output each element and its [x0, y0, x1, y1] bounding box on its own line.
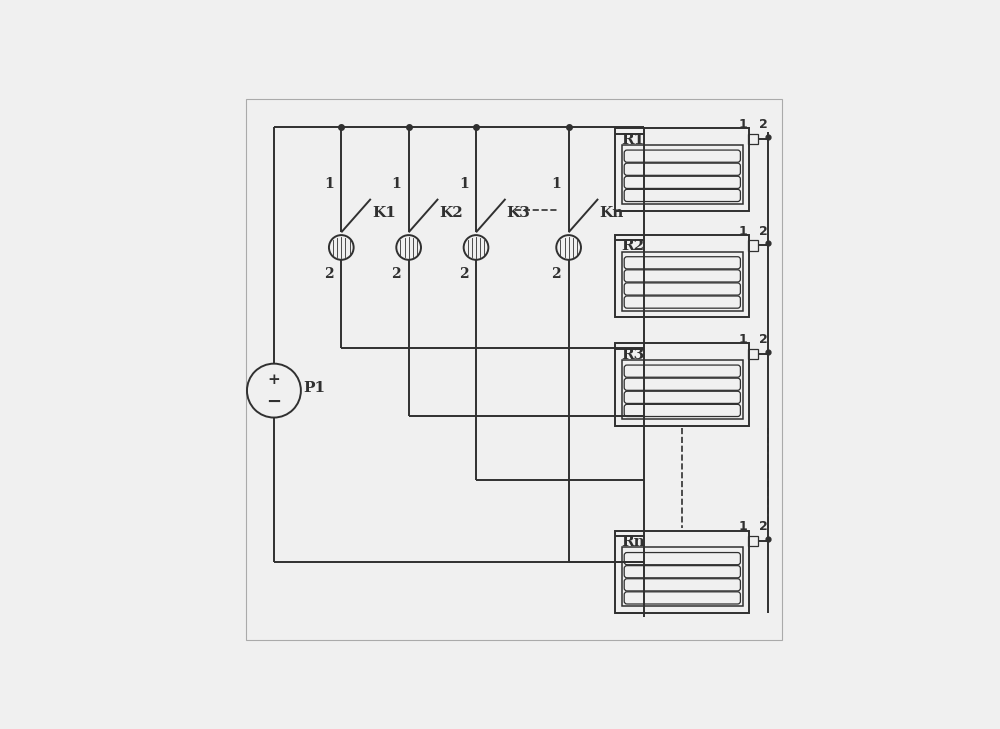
Text: 1: 1	[324, 177, 334, 191]
Text: Kn: Kn	[599, 206, 624, 219]
Text: 2: 2	[759, 118, 768, 131]
Text: 2: 2	[324, 267, 334, 281]
Text: 1: 1	[738, 333, 747, 346]
Text: R3: R3	[621, 348, 644, 362]
Text: R2: R2	[621, 239, 644, 253]
Bar	[622, 360, 743, 419]
Text: Rn: Rn	[621, 535, 645, 549]
Text: −: −	[266, 393, 281, 411]
Text: +: +	[268, 373, 280, 388]
Text: 2: 2	[551, 267, 561, 281]
Text: K3: K3	[507, 206, 531, 219]
Text: 1: 1	[738, 521, 747, 534]
Text: R1: R1	[621, 133, 644, 147]
Bar	[748, 241, 758, 251]
Text: K1: K1	[372, 206, 396, 219]
Text: P1: P1	[303, 381, 325, 395]
Bar	[622, 145, 743, 204]
Text: 1: 1	[459, 177, 469, 191]
Bar	[615, 128, 749, 211]
Bar	[615, 531, 749, 613]
Bar	[622, 252, 743, 311]
Bar	[748, 134, 758, 144]
Bar	[615, 235, 749, 317]
Text: 1: 1	[391, 177, 401, 191]
Text: 2: 2	[759, 521, 768, 534]
Text: 1: 1	[738, 118, 747, 131]
Text: 2: 2	[759, 333, 768, 346]
Bar	[622, 547, 743, 607]
Text: 2: 2	[459, 267, 468, 281]
Text: K2: K2	[439, 206, 463, 219]
Bar	[615, 343, 749, 426]
Text: 1: 1	[551, 177, 561, 191]
Bar	[748, 348, 758, 359]
Text: 2: 2	[391, 267, 401, 281]
Text: 1: 1	[738, 225, 747, 238]
Bar	[748, 537, 758, 546]
Text: 2: 2	[759, 225, 768, 238]
